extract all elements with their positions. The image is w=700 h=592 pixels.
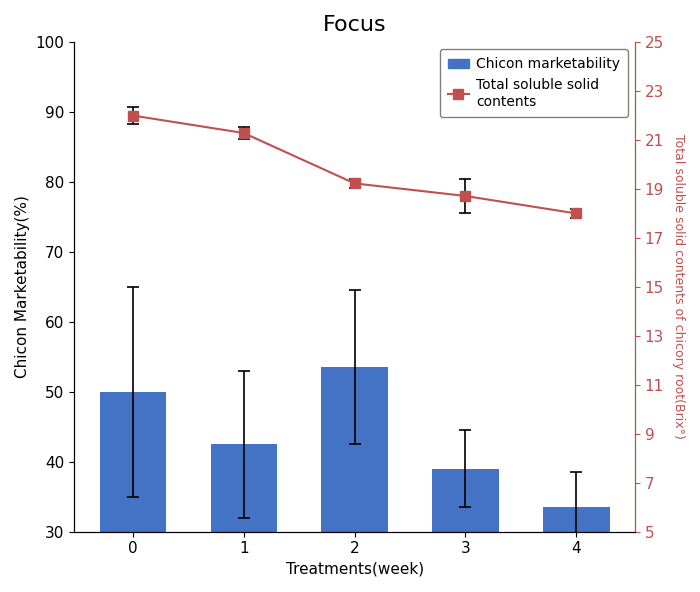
X-axis label: Treatments(week): Treatments(week): [286, 562, 424, 577]
Bar: [543, 507, 610, 592]
Bar: [432, 469, 498, 592]
Bar: [211, 444, 277, 592]
Y-axis label: Chicon Marketability(%): Chicon Marketability(%): [15, 195, 30, 378]
Y-axis label: Total soluble solid contents of chicory root(Brix°): Total soluble solid contents of chicory …: [672, 134, 685, 439]
Bar: [99, 392, 166, 592]
Legend: Chicon marketability, Total soluble solid
contents: Chicon marketability, Total soluble soli…: [440, 49, 628, 117]
Title: Focus: Focus: [323, 15, 386, 35]
Bar: [321, 368, 388, 592]
